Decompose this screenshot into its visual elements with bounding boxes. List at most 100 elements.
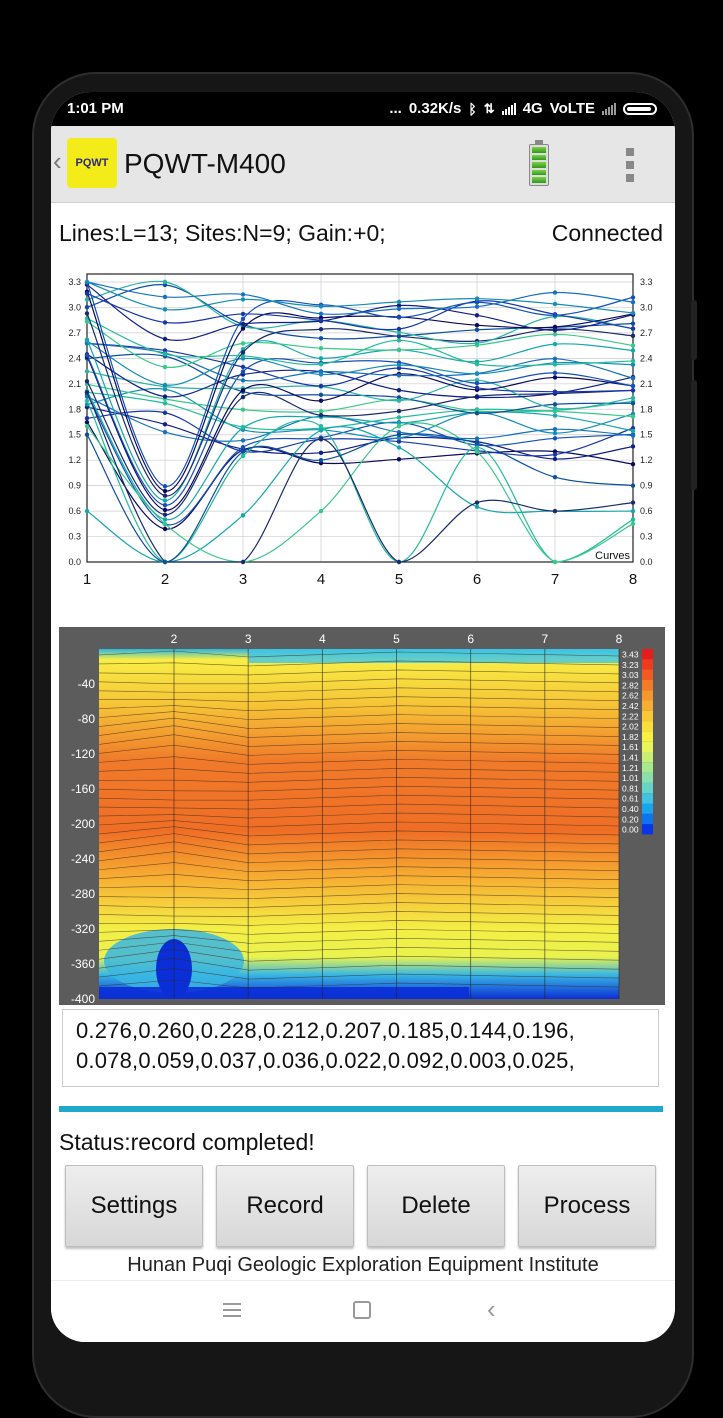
scale-swatch bbox=[642, 700, 653, 711]
contour-line bbox=[98, 929, 620, 935]
scale-label: 3.43 bbox=[622, 650, 639, 660]
y-tick-right: 3.0 bbox=[640, 302, 653, 312]
curve-point bbox=[162, 498, 168, 503]
curve-point bbox=[240, 407, 246, 412]
curve-line bbox=[86, 396, 634, 442]
curve-point bbox=[84, 291, 90, 296]
scale-swatch bbox=[642, 679, 653, 691]
y-tick-left: 1.8 bbox=[68, 404, 81, 414]
back-icon[interactable]: ‹ bbox=[487, 1294, 496, 1324]
scale-label: 2.62 bbox=[622, 691, 639, 701]
curve-point bbox=[396, 338, 402, 343]
curve-point bbox=[552, 370, 558, 376]
contour-line bbox=[98, 935, 620, 944]
connection-status: Connected bbox=[551, 220, 663, 246]
curve-point bbox=[318, 311, 324, 316]
curve-point bbox=[162, 507, 168, 513]
y-tick-left: 2.7 bbox=[68, 328, 81, 338]
curve-point bbox=[162, 493, 168, 498]
scale-swatch bbox=[642, 762, 653, 773]
section-x-tick: 6 bbox=[467, 632, 474, 646]
contour-line bbox=[98, 958, 620, 971]
scale-label: 3.23 bbox=[622, 660, 639, 670]
home-icon[interactable] bbox=[353, 1301, 371, 1319]
curve-line bbox=[86, 410, 634, 457]
curve-point bbox=[630, 326, 636, 331]
survey-parameters: Lines:L=13; Sites:N=9; Gain:+0; bbox=[59, 220, 386, 246]
scale-swatch bbox=[642, 803, 653, 814]
y-tick-left: 0.9 bbox=[68, 481, 81, 491]
y-tick-right: 1.2 bbox=[640, 455, 653, 465]
y-tick-right: 1.8 bbox=[640, 404, 653, 414]
section-x-tick: 4 bbox=[319, 632, 326, 646]
y-tick-right: 0.9 bbox=[640, 481, 653, 491]
scale-swatch bbox=[642, 824, 653, 835]
recents-icon[interactable] bbox=[223, 1303, 241, 1317]
curve-point bbox=[630, 483, 636, 488]
scale-swatch bbox=[642, 752, 653, 763]
x-tick: 8 bbox=[629, 571, 637, 588]
curve-line bbox=[86, 426, 634, 563]
contour-line bbox=[98, 920, 620, 926]
delete-button[interactable]: Delete bbox=[367, 1165, 505, 1247]
network-speed: 0.32K/s bbox=[408, 100, 462, 117]
contour-line bbox=[98, 851, 620, 864]
curve-point bbox=[630, 395, 636, 401]
record-button[interactable]: Record bbox=[216, 1165, 354, 1247]
curve-point bbox=[630, 433, 636, 438]
curve-point bbox=[630, 376, 636, 381]
curve-point bbox=[162, 559, 168, 565]
curve-point bbox=[396, 435, 402, 441]
values-readout: 0.276,0.260,0.228,0.212,0.207,0.185,0.14… bbox=[62, 1009, 659, 1087]
curve-point bbox=[474, 395, 480, 400]
contour-line bbox=[98, 812, 620, 819]
curve-line bbox=[86, 280, 634, 345]
curve-point bbox=[630, 428, 636, 434]
contour-line bbox=[98, 893, 620, 899]
curve-chart: 0.0 0.0 0.3 0.3 0.6 0.6 0.9 0.9 1.2 1.2 1.5 1.5 1.8 1… bbox=[59, 248, 665, 588]
overflow-menu-icon[interactable] bbox=[625, 148, 635, 182]
curve-point bbox=[162, 336, 168, 342]
curve-point bbox=[552, 449, 558, 454]
curve-point bbox=[630, 388, 636, 393]
curve-point bbox=[474, 371, 480, 376]
process-button[interactable]: Process bbox=[518, 1165, 656, 1247]
contour-line bbox=[98, 734, 620, 747]
curve-point bbox=[318, 508, 324, 514]
curve-point bbox=[318, 304, 324, 309]
contour-line bbox=[98, 911, 620, 917]
section-x-tick: 7 bbox=[541, 632, 548, 646]
contour-line bbox=[98, 820, 620, 828]
device-screen: 1:01 PM ... 0.32K/s ᛒ ⇅ 4G VoLTE ‹ PQWT … bbox=[51, 92, 675, 1342]
curve-line bbox=[86, 370, 634, 410]
curve-point bbox=[318, 356, 324, 361]
curve-point bbox=[240, 326, 246, 331]
contour-line bbox=[98, 941, 620, 953]
curve-point bbox=[474, 381, 480, 386]
curve-point bbox=[84, 424, 90, 429]
scale-swatch bbox=[642, 669, 653, 680]
curve-point bbox=[474, 436, 480, 441]
curve-point bbox=[162, 517, 168, 522]
curve-point bbox=[630, 333, 636, 339]
battery-icon bbox=[529, 140, 549, 186]
curve-point bbox=[84, 379, 90, 384]
y-tick-right: 1.5 bbox=[640, 430, 653, 440]
settings-button[interactable]: Settings bbox=[65, 1165, 203, 1247]
back-chevron-icon[interactable]: ‹ bbox=[53, 146, 62, 176]
curve-point bbox=[396, 299, 402, 305]
contour-line bbox=[98, 794, 620, 801]
curve-point bbox=[630, 401, 636, 406]
curve-point bbox=[396, 362, 402, 368]
curve-point bbox=[162, 429, 168, 435]
curve-point bbox=[474, 500, 480, 505]
signal-icon bbox=[501, 102, 516, 115]
contour-line bbox=[98, 949, 620, 962]
scale-label: 0.40 bbox=[622, 804, 639, 814]
curve-point bbox=[552, 313, 558, 318]
curve-point bbox=[396, 315, 402, 320]
scale-label: 2.02 bbox=[622, 722, 639, 732]
curve-point bbox=[240, 424, 246, 430]
curve-point bbox=[630, 310, 636, 316]
curve-point bbox=[240, 316, 246, 322]
